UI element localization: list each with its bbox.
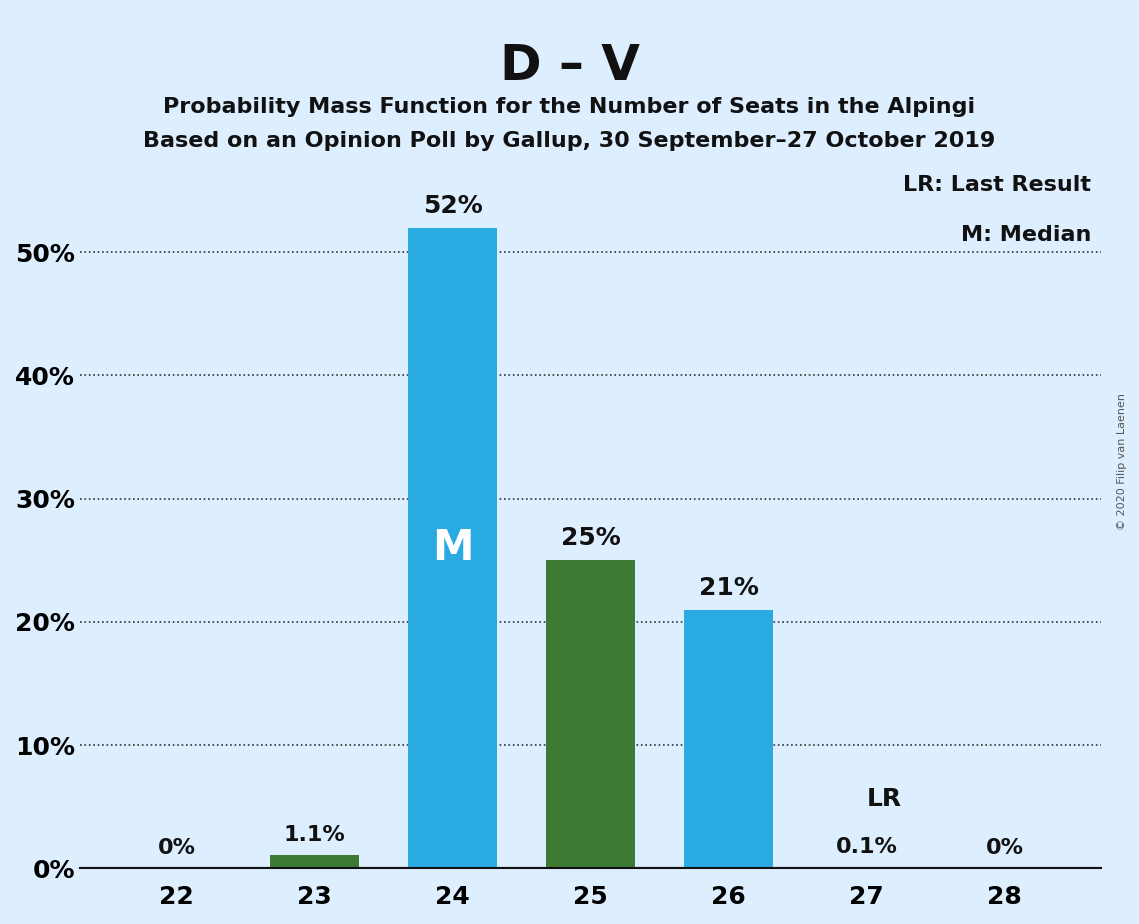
Text: M: Median: M: Median bbox=[960, 225, 1091, 245]
Text: Probability Mass Function for the Number of Seats in the Alpingi: Probability Mass Function for the Number… bbox=[163, 97, 976, 117]
Text: 25%: 25% bbox=[560, 527, 621, 551]
Bar bbox=[683, 610, 773, 869]
Text: 0%: 0% bbox=[157, 838, 196, 858]
Text: Based on an Opinion Poll by Gallup, 30 September–27 October 2019: Based on an Opinion Poll by Gallup, 30 S… bbox=[144, 131, 995, 152]
Text: 0%: 0% bbox=[985, 838, 1024, 858]
Text: 1.1%: 1.1% bbox=[284, 825, 345, 845]
Bar bbox=[270, 855, 360, 869]
Text: D – V: D – V bbox=[500, 42, 639, 90]
Text: M: M bbox=[432, 527, 474, 569]
Text: 0.1%: 0.1% bbox=[836, 837, 898, 857]
Bar bbox=[408, 227, 498, 869]
Text: LR: LR bbox=[867, 787, 902, 811]
Text: © 2020 Filip van Laenen: © 2020 Filip van Laenen bbox=[1117, 394, 1126, 530]
Text: LR: Last Result: LR: Last Result bbox=[903, 175, 1091, 195]
Bar bbox=[546, 560, 636, 869]
Bar bbox=[821, 867, 911, 869]
Text: 21%: 21% bbox=[698, 576, 759, 600]
Text: 52%: 52% bbox=[423, 194, 483, 218]
